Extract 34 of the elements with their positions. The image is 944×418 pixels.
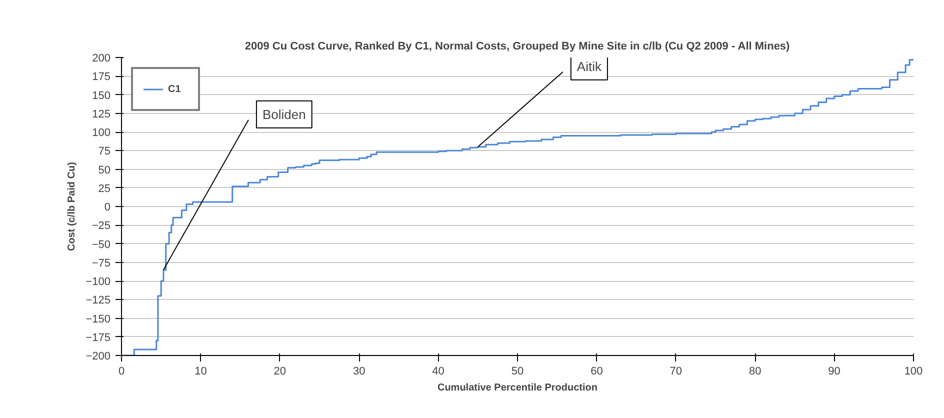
x-tick-label: 100 xyxy=(904,366,923,378)
y-tick-label: 0 xyxy=(104,202,111,214)
y-tick-label: 150 xyxy=(92,90,111,102)
chart-title: 2009 Cu Cost Curve, Ranked By C1, Normal Costs, Grouped By Mine Site in c/lb (Cu Q2 2009 - All Mines) xyxy=(244,40,790,52)
x-tick-label: 70 xyxy=(670,366,682,378)
x-tick-label: 30 xyxy=(352,366,366,378)
x-tick-label: 90 xyxy=(828,366,840,378)
annotation: Aitik xyxy=(576,58,602,74)
y-tick-label: −50 xyxy=(92,238,111,251)
y-tick-label: 25 xyxy=(98,182,111,195)
y-axis-title: Cost (c/lb Paid Cu) xyxy=(66,162,78,251)
legend-label: C1 xyxy=(168,84,182,94)
y-tick-label: 100 xyxy=(92,127,111,139)
x-tick-label: 40 xyxy=(432,366,444,378)
y-tick-label: 200 xyxy=(92,52,111,64)
x-tick-label: 0 xyxy=(118,366,125,378)
y-tick-label: −125 xyxy=(86,294,111,307)
x-tick-label: 20 xyxy=(274,366,286,378)
y-tick-label: 50 xyxy=(98,164,111,176)
y-tick-label: −175 xyxy=(86,332,111,344)
y-tick-label: 175 xyxy=(92,71,111,84)
y-tick-label: −75 xyxy=(92,257,111,270)
x-tick-label: 60 xyxy=(590,366,603,378)
x-tick-label: 10 xyxy=(194,366,207,378)
x-axis-title: Cumulative Percentile Production xyxy=(437,382,598,394)
x-tick-label: 50 xyxy=(511,366,524,378)
annotation: Boliden xyxy=(262,106,306,122)
y-tick-label: −150 xyxy=(86,313,111,326)
y-tick-label: −100 xyxy=(86,276,111,288)
y-tick-label: 125 xyxy=(92,108,111,120)
y-tick-label: −200 xyxy=(86,350,111,362)
y-tick-label: −25 xyxy=(92,220,111,232)
x-tick-label: 80 xyxy=(748,366,762,378)
y-tick-label: 75 xyxy=(98,146,111,158)
